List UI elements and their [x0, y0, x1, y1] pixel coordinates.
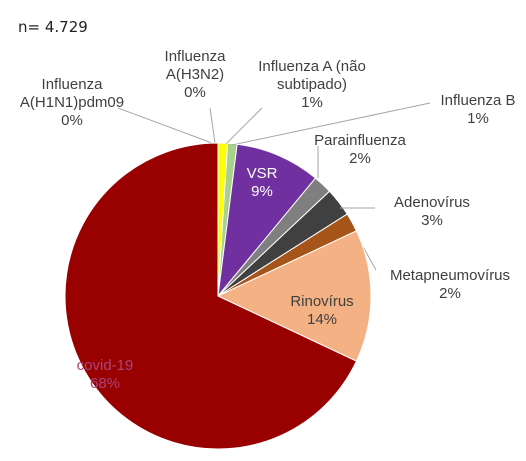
category-label: Metapneumovírus — [389, 267, 511, 284]
category-label: Influenza B — [440, 92, 516, 109]
pie-slice — [216, 230, 372, 362]
slice-label: covid-19 68% — [60, 357, 150, 393]
leader-line — [117, 107, 213, 144]
value-label: 0% — [61, 112, 83, 129]
value-label: 0% — [184, 84, 206, 101]
value-label: 2% — [439, 285, 461, 302]
category-label: covid-19 — [76, 357, 134, 374]
slice-label: Influenza A (não subtipado) 1% — [242, 58, 382, 112]
category-label: Rinovírus — [290, 293, 354, 310]
category-label: Influenza A(H3N2) — [164, 48, 226, 83]
category-label: Parainfluenza — [314, 132, 406, 149]
pie-slice — [217, 143, 317, 298]
pie-slice — [64, 142, 358, 450]
category-label: VSR — [246, 165, 278, 182]
value-label: 68% — [89, 375, 121, 392]
category-label: Influenza A(H1N1)pdm09 — [19, 76, 125, 111]
value-label: 14% — [306, 311, 338, 328]
chart-title: n= 4.729 — [18, 18, 88, 36]
slice-label: Rinovírus 14% — [277, 293, 367, 329]
category-label: Adenovírus — [394, 194, 470, 211]
slice-label: Influenza B 1% — [423, 92, 526, 128]
value-label: 2% — [349, 150, 371, 167]
value-label: 1% — [301, 94, 323, 111]
leader-line — [231, 102, 431, 146]
slice-label: Influenza A(H1N1)pdm09 0% — [12, 76, 132, 130]
slice-label: VSR 9% — [232, 165, 292, 201]
leader-line — [225, 107, 263, 145]
slice-label: Influenza A(H3N2) 0% — [145, 48, 245, 102]
value-label: 1% — [467, 110, 489, 127]
value-label: 9% — [251, 183, 273, 200]
slice-label: Parainfluenza 2% — [305, 132, 415, 168]
leader-line — [361, 244, 377, 271]
slice-label: Metapneumovírus 2% — [370, 267, 526, 303]
leader-line — [209, 107, 216, 144]
slice-label: Adenovírus 3% — [377, 194, 487, 230]
value-label: 3% — [421, 212, 443, 229]
category-label: Influenza A (não subtipado) — [258, 58, 366, 93]
